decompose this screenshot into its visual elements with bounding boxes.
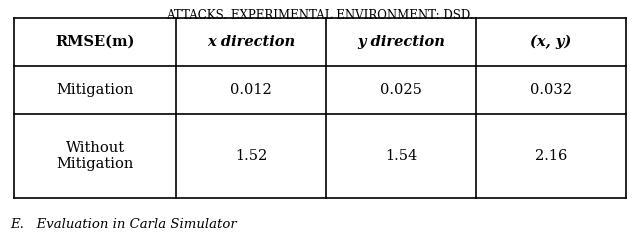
- Text: Without
Mitigation: Without Mitigation: [56, 141, 134, 171]
- Text: ATTACKS. EXPERIMENTAL ENVIRONMENT: DSD.: ATTACKS. EXPERIMENTAL ENVIRONMENT: DSD.: [166, 9, 474, 22]
- Text: 0.032: 0.032: [530, 83, 572, 97]
- Text: 0.025: 0.025: [380, 83, 422, 97]
- Text: Mitigation: Mitigation: [56, 83, 134, 97]
- Text: 0.012: 0.012: [230, 83, 272, 97]
- Text: 2.16: 2.16: [535, 149, 567, 163]
- Text: x direction: x direction: [207, 35, 295, 49]
- Text: 1.52: 1.52: [235, 149, 268, 163]
- Text: y direction: y direction: [357, 35, 445, 49]
- Text: 1.54: 1.54: [385, 149, 417, 163]
- Text: (x, y): (x, y): [531, 35, 572, 49]
- Text: E.   Evaluation in Carla Simulator: E. Evaluation in Carla Simulator: [10, 218, 237, 231]
- Text: RMSE(m): RMSE(m): [56, 35, 135, 49]
